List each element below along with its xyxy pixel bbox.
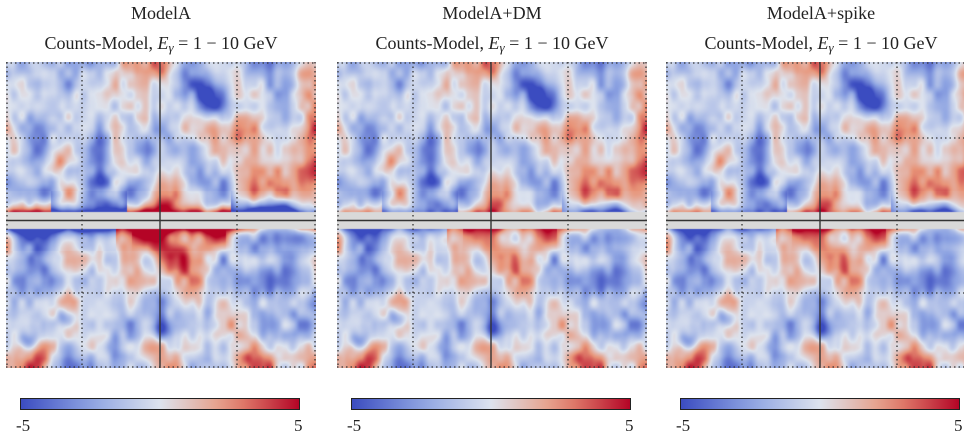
map-grid [666, 62, 964, 368]
colorbar-max-label: 5 [294, 416, 303, 435]
panel-subtitle: Counts-Model, Eγ = 1 − 10 GeV [337, 33, 647, 58]
colorbar-max-label: 5 [625, 416, 634, 435]
subtitle-suffix: = 1 − 10 GeV [504, 33, 609, 53]
residual-map [337, 62, 647, 368]
colorbar-min-label: -5 [16, 416, 31, 435]
panel-title: ModelA+spike [766, 3, 876, 23]
colorbar-max-label: 5 [954, 416, 963, 435]
subtitle-suffix: = 1 − 10 GeV [833, 33, 938, 53]
map-grid [6, 62, 316, 368]
panel-modela-dm: ModelA+DM Counts-Model, Eγ = 1 − 10 GeV … [337, 0, 647, 439]
subtitle-prefix: Counts-Model, [44, 33, 158, 53]
colorbar-min-label: -5 [676, 416, 691, 435]
subtitle-var: E [157, 33, 169, 53]
map-grid [337, 62, 647, 368]
colorbar [680, 398, 960, 410]
subtitle-suffix: = 1 − 10 GeV [173, 33, 278, 53]
panel-subtitle: Counts-Model, Eγ = 1 − 10 GeV [666, 33, 964, 58]
colorbar-min-label: -5 [347, 416, 362, 435]
subtitle-sub: γ [168, 40, 174, 55]
panel-title: ModelA+DM [442, 3, 542, 23]
panel-modela: ModelA Counts-Model, Eγ = 1 − 10 GeV -5 … [6, 0, 316, 439]
panel-title: ModelA [131, 3, 191, 23]
subtitle-var: E [817, 33, 829, 53]
panel-subtitle: Counts-Model, Eγ = 1 − 10 GeV [6, 33, 316, 58]
panel-modela-spike: ModelA+spike Counts-Model, Eγ = 1 − 10 G… [666, 0, 964, 439]
subtitle-prefix: Counts-Model, [704, 33, 818, 53]
residual-map [666, 62, 964, 368]
subtitle-sub: γ [499, 40, 505, 55]
subtitle-prefix: Counts-Model, [375, 33, 489, 53]
subtitle-var: E [488, 33, 500, 53]
residual-map [6, 62, 316, 368]
subtitle-sub: γ [828, 40, 834, 55]
colorbar [351, 398, 631, 410]
colorbar [20, 398, 300, 410]
